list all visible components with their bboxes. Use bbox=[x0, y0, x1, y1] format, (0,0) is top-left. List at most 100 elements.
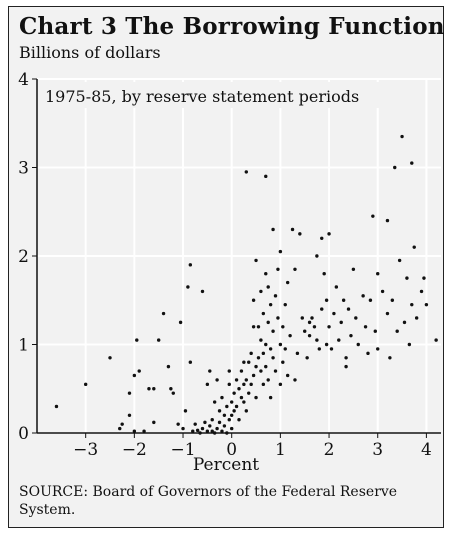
x-tick-label: −1 bbox=[170, 440, 195, 460]
data-point bbox=[264, 272, 268, 276]
data-point bbox=[217, 420, 222, 425]
data-point bbox=[249, 351, 253, 356]
data-point bbox=[261, 351, 266, 356]
data-point bbox=[212, 431, 217, 435]
data-point bbox=[266, 378, 270, 382]
data-point bbox=[283, 302, 287, 307]
scatter-plot: −3 −2 −1 0 1 2 3 4 0 1 2 3 4 1975-85, by reserve sta… bbox=[18, 70, 441, 460]
data-point bbox=[303, 329, 307, 333]
data-point bbox=[395, 329, 399, 333]
data-point bbox=[293, 378, 297, 382]
data-point bbox=[293, 267, 297, 271]
data-point bbox=[256, 325, 261, 329]
data-point bbox=[324, 298, 329, 302]
data-point bbox=[203, 420, 207, 425]
data-point bbox=[239, 395, 244, 400]
data-point bbox=[339, 320, 343, 325]
data-point bbox=[200, 426, 205, 431]
data-point bbox=[261, 382, 266, 387]
data-point bbox=[234, 378, 239, 382]
data-point bbox=[147, 387, 151, 391]
y-tick-label: 1 bbox=[18, 336, 29, 356]
data-point bbox=[271, 356, 275, 360]
data-point bbox=[198, 431, 202, 435]
data-point bbox=[135, 338, 139, 342]
plot-grid bbox=[37, 78, 441, 434]
data-point bbox=[251, 325, 256, 329]
data-point bbox=[278, 382, 283, 387]
data-point bbox=[152, 420, 156, 425]
data-point bbox=[183, 409, 188, 413]
data-point bbox=[276, 316, 280, 320]
data-point bbox=[320, 236, 324, 240]
data-point bbox=[227, 382, 231, 387]
data-point bbox=[242, 360, 246, 364]
data-point bbox=[278, 342, 283, 347]
data-point bbox=[332, 311, 336, 316]
data-point bbox=[232, 391, 236, 395]
data-point bbox=[393, 165, 397, 170]
data-point bbox=[268, 395, 273, 400]
y-tick-label: 2 bbox=[18, 247, 29, 267]
data-point bbox=[351, 267, 356, 271]
data-point bbox=[225, 431, 229, 435]
data-point bbox=[388, 356, 392, 360]
data-point bbox=[210, 429, 214, 433]
data-point bbox=[120, 422, 124, 426]
source-note: SOURCE: Board of Governors of the Federa… bbox=[19, 484, 398, 518]
data-point bbox=[186, 285, 190, 289]
data-point bbox=[341, 298, 346, 302]
x-tick-label: 0 bbox=[226, 440, 237, 460]
data-point bbox=[188, 360, 193, 364]
data-point bbox=[132, 373, 137, 378]
plot-axes bbox=[32, 78, 441, 438]
data-point bbox=[317, 347, 322, 351]
data-point bbox=[315, 338, 319, 342]
data-point bbox=[405, 276, 409, 280]
annotation-background bbox=[40, 82, 388, 108]
data-point bbox=[300, 316, 304, 320]
data-point bbox=[268, 302, 273, 307]
data-point bbox=[264, 174, 268, 179]
y-tick-label: 3 bbox=[18, 159, 29, 179]
data-point bbox=[254, 364, 258, 369]
data-point bbox=[407, 342, 412, 347]
data-point bbox=[239, 369, 244, 373]
data-point bbox=[208, 424, 212, 428]
data-point bbox=[266, 320, 270, 325]
data-point bbox=[354, 316, 358, 320]
data-point bbox=[422, 276, 426, 280]
data-point bbox=[268, 347, 273, 351]
data-point bbox=[273, 294, 278, 298]
data-point bbox=[227, 369, 231, 373]
x-tick-label: 2 bbox=[324, 440, 335, 460]
data-point bbox=[222, 424, 227, 428]
data-point bbox=[212, 400, 217, 404]
data-point bbox=[410, 302, 414, 307]
data-point bbox=[290, 227, 295, 232]
plot-annotation: 1975-85, by reserve statement periods bbox=[45, 87, 359, 106]
data-point bbox=[169, 387, 173, 391]
data-point bbox=[237, 418, 241, 422]
data-point bbox=[188, 263, 193, 267]
data-point bbox=[127, 413, 132, 417]
data-point bbox=[264, 364, 268, 369]
data-point bbox=[251, 373, 256, 378]
data-point bbox=[285, 373, 290, 378]
data-point bbox=[259, 338, 263, 342]
data-point bbox=[266, 285, 270, 289]
data-point bbox=[171, 391, 175, 395]
data-point bbox=[210, 418, 214, 422]
data-point bbox=[244, 409, 249, 413]
data-point bbox=[414, 316, 419, 320]
data-point bbox=[402, 320, 407, 325]
data-point bbox=[242, 400, 246, 404]
data-point bbox=[215, 426, 219, 431]
data-point bbox=[327, 232, 331, 236]
data-point bbox=[215, 378, 219, 382]
x-tick-label: 1 bbox=[275, 440, 286, 460]
data-point bbox=[264, 342, 268, 347]
data-point bbox=[371, 214, 375, 218]
data-point bbox=[234, 404, 239, 409]
data-point bbox=[227, 418, 231, 422]
